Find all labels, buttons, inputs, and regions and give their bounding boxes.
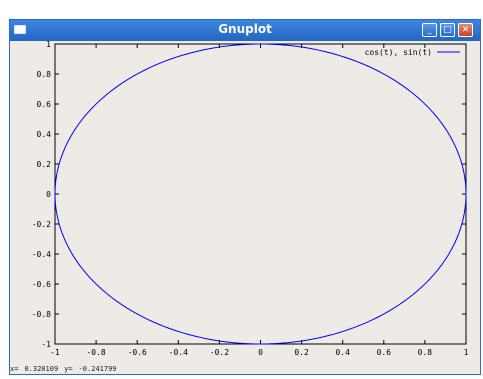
minimize-button[interactable]: _: [422, 23, 437, 37]
x-tick-label: 1: [464, 348, 469, 357]
series-line: [54, 43, 467, 345]
y-tick-label: 0.6: [37, 100, 52, 109]
x-tick-label: -0.2: [210, 348, 229, 357]
y-tick-label: -0.4: [32, 250, 51, 259]
y-tick-label: 0.2: [37, 160, 52, 169]
y-tick-label: -1: [41, 340, 51, 349]
status-x-value: 0.320109: [24, 365, 59, 373]
status-y-label: y=: [64, 365, 73, 373]
x-tick-label: 0.6: [377, 348, 392, 357]
status-bar: x= 0.320109 y= -0.241799: [10, 365, 123, 373]
x-tick-label: -0.8: [86, 348, 105, 357]
y-tick-label: 0.4: [37, 130, 52, 139]
plot-border: [54, 43, 467, 345]
legend-label: cos(t), sin(t): [365, 48, 432, 57]
status-x-label: x=: [10, 365, 19, 373]
x-tick-label: 0: [258, 348, 263, 357]
status-y-value: -0.241799: [78, 365, 117, 373]
y-tick-label: 0.8: [37, 70, 52, 79]
window-title: Gnuplot: [218, 22, 272, 36]
x-tick-label: 0.2: [294, 348, 309, 357]
x-tick-label: 0.4: [335, 348, 350, 357]
x-tick-label: -0.6: [128, 348, 147, 357]
x-tick-label: 0.8: [418, 348, 433, 357]
y-tick-label: 1: [46, 40, 51, 49]
gnuplot-window: Gnuplot _ □ ✕: [9, 19, 481, 375]
title-bar[interactable]: Gnuplot _ □ ✕: [10, 20, 480, 41]
y-tick-label: -0.6: [32, 280, 51, 289]
y-tick-label: 0: [46, 190, 51, 199]
close-button[interactable]: ✕: [458, 23, 473, 37]
x-tick-label: -1: [50, 348, 60, 357]
window-menu-icon[interactable]: [14, 25, 26, 34]
x-tick-label: -0.4: [169, 348, 188, 357]
maximize-button[interactable]: □: [440, 23, 455, 37]
y-tick-label: -0.2: [32, 220, 51, 229]
y-tick-label: -0.8: [32, 310, 51, 319]
